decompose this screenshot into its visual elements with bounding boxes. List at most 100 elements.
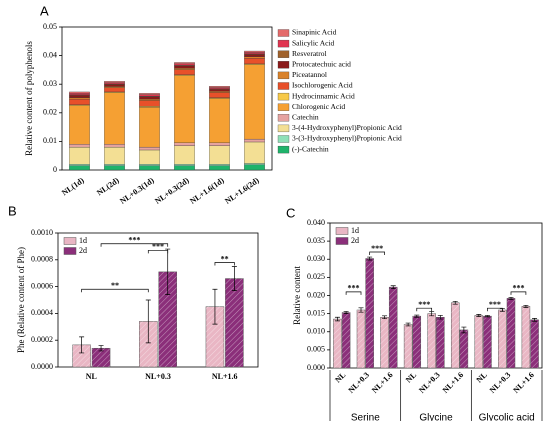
bar-hatch xyxy=(342,312,351,368)
bar-hatch xyxy=(404,324,413,368)
error-bar xyxy=(452,300,458,305)
bar-segment xyxy=(139,146,160,151)
x-tick-label: NL+0.3 xyxy=(145,372,171,381)
y-tick-label: 0.04 xyxy=(43,50,57,59)
error-bar xyxy=(79,336,85,354)
bar-hatch xyxy=(333,319,342,368)
bar-segment xyxy=(139,164,160,166)
error-bar xyxy=(523,304,529,308)
error-bar xyxy=(165,248,171,295)
y-tick-label: 0.010 xyxy=(307,327,325,336)
significance-label: ** xyxy=(111,281,119,290)
y-tick-label: 0.040 xyxy=(307,218,325,227)
x-tick-label: NL+0.3 xyxy=(488,370,513,395)
bar-segment xyxy=(69,97,90,100)
bar-segment xyxy=(104,165,125,171)
error-bar xyxy=(461,326,467,334)
bar-hatch xyxy=(530,319,539,368)
bar-segment xyxy=(104,81,125,83)
bar-segment xyxy=(174,69,195,75)
x-tick-label: NL+0.3(1d) xyxy=(118,176,156,206)
error-bar xyxy=(343,311,349,314)
bar-segment xyxy=(104,144,125,148)
y-tick-label: 0 xyxy=(53,165,57,174)
x-tick-label: NL(2d) xyxy=(95,176,121,198)
bar-segment xyxy=(209,86,230,88)
bar-segment xyxy=(104,87,125,93)
bar-hatch xyxy=(357,310,366,368)
error-bar xyxy=(484,315,490,318)
bar-segment xyxy=(104,164,125,166)
legend-swatch xyxy=(277,61,290,69)
panel-label: B xyxy=(8,203,17,218)
bar-segment xyxy=(174,75,195,143)
legend-swatch xyxy=(63,237,77,245)
error-bar xyxy=(532,317,538,322)
legend-swatch xyxy=(277,39,290,48)
legend-label: Resveratrol xyxy=(292,49,327,58)
significance-bracket xyxy=(345,291,362,295)
bar-hatch xyxy=(459,329,468,368)
bar-segment xyxy=(69,91,90,94)
error-bar xyxy=(476,314,482,317)
bar-hatch xyxy=(72,344,91,367)
bar-segment xyxy=(174,142,195,146)
error-bar xyxy=(508,296,514,300)
legend-swatch xyxy=(277,135,290,143)
significance-label: *** xyxy=(512,284,524,293)
bar-segment xyxy=(139,165,160,171)
legend-label: 1d xyxy=(79,236,87,245)
bar-segment xyxy=(209,165,230,171)
legend-swatch xyxy=(277,114,290,122)
x-tick-label: NL+1.6(1d) xyxy=(188,176,226,206)
bar-segment xyxy=(174,164,195,166)
error-bar xyxy=(414,314,420,318)
legend-label: Salicylic Acid xyxy=(292,38,335,47)
significance-label: *** xyxy=(418,300,430,309)
bar-segment xyxy=(209,145,230,165)
legend-label: Hydrocinnamic Acid xyxy=(292,91,355,100)
significance-bracket xyxy=(487,307,503,312)
y-tick-label: 0.0000 xyxy=(31,362,53,371)
legend-swatch xyxy=(277,92,290,101)
group-label: Glycine xyxy=(419,413,453,421)
y-axis-label: Relative content xyxy=(292,266,302,325)
bar-segment xyxy=(139,149,160,165)
plot-frame xyxy=(61,26,273,171)
x-tick-label: NL+1.6 xyxy=(511,370,536,395)
bar-hatch xyxy=(506,298,515,368)
error-bar xyxy=(231,266,237,291)
error-bar xyxy=(437,315,443,320)
legend-swatch xyxy=(277,71,290,80)
significance-bracket xyxy=(510,291,527,295)
bar-segment xyxy=(174,63,195,66)
plot-frame xyxy=(57,232,259,368)
bar-segment xyxy=(104,84,125,87)
error-bar xyxy=(358,307,364,313)
error-bar xyxy=(405,322,411,327)
legend-label: 2d xyxy=(79,246,87,255)
bar-segment xyxy=(244,138,265,143)
bar-segment xyxy=(209,87,230,89)
y-tick-label: 0.005 xyxy=(307,345,325,354)
bar-hatch xyxy=(139,321,158,367)
significance-bracket xyxy=(369,251,385,255)
bar-hatch xyxy=(92,348,111,367)
y-tick-label: 0.0004 xyxy=(31,308,53,317)
bar-hatch xyxy=(365,258,374,368)
error-bar xyxy=(390,285,396,289)
bar-segment xyxy=(69,95,90,98)
bar-segment xyxy=(244,163,265,166)
y-tick-label: 0.02 xyxy=(43,108,57,117)
bar-segment xyxy=(244,64,265,140)
bar-segment xyxy=(244,164,265,171)
x-tick-label: NL+1.6 xyxy=(370,370,395,395)
y-tick-label: 0.0008 xyxy=(31,255,53,264)
bar-segment xyxy=(69,165,90,171)
bar-hatch xyxy=(436,317,445,368)
bar-segment xyxy=(209,164,230,166)
panel-label: C xyxy=(286,205,295,220)
legend-label: Chlorogenic Acid xyxy=(292,102,345,111)
bar-segment xyxy=(209,92,230,98)
bar-segment xyxy=(244,58,265,65)
